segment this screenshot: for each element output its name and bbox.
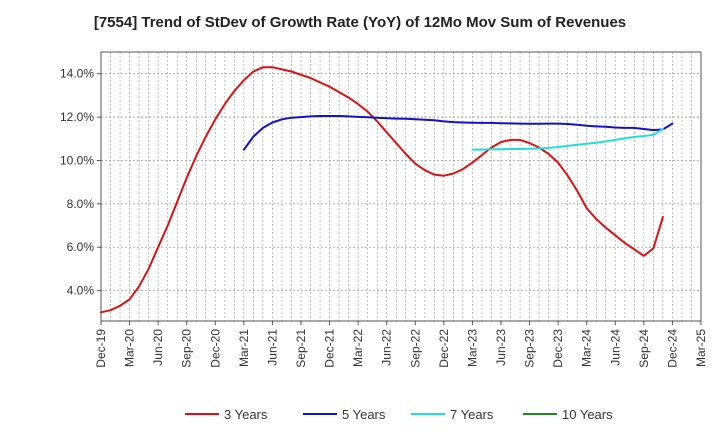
legend-label-7-years: 7 Years bbox=[450, 407, 494, 422]
x-tick-label: Jun-22 bbox=[380, 329, 394, 366]
x-tick-label: Dec-20 bbox=[208, 329, 222, 368]
chart-title: [7554] Trend of StDev of Growth Rate (Yo… bbox=[93, 14, 627, 31]
x-tick-label: Mar-22 bbox=[351, 329, 365, 367]
x-tick-label: Dec-23 bbox=[551, 329, 565, 368]
x-axis-ticks: Dec-19 Mar-20 Jun-20 Sep-20 Dec-20 Mar-21 Jun-… bbox=[94, 321, 708, 368]
legend-label-10-years: 10 Years bbox=[562, 407, 613, 422]
x-tick-label: Sep-20 bbox=[180, 329, 194, 368]
series-line-5-years bbox=[242, 115, 674, 151]
x-tick-label: Mar-21 bbox=[237, 329, 251, 367]
plot-frame bbox=[100, 51, 702, 322]
series-layer bbox=[100, 66, 674, 314]
x-tick-label: Dec-19 bbox=[94, 329, 108, 368]
x-tick-label: Sep-24 bbox=[637, 329, 651, 368]
series-line-3-years bbox=[100, 66, 664, 314]
x-tick-label: Mar-25 bbox=[694, 329, 708, 367]
y-tick-label: 14.0% bbox=[60, 67, 94, 81]
y-tick-label: 10.0% bbox=[60, 153, 94, 167]
y-tick-label: 8.0% bbox=[67, 197, 95, 211]
y-axis-ticks: 4.0% 6.0% 8.0% 10.0% 12.0% 14.0% bbox=[60, 67, 101, 298]
series-line-7-years bbox=[471, 128, 664, 151]
x-tick-label: Dec-24 bbox=[665, 329, 679, 368]
x-tick-label: Mar-24 bbox=[580, 329, 594, 367]
x-tick-label: Jun-20 bbox=[151, 329, 165, 366]
x-tick-label: Sep-22 bbox=[408, 329, 422, 368]
legend-label-5-years: 5 Years bbox=[342, 407, 386, 422]
x-tick-label: Jun-21 bbox=[265, 329, 279, 366]
x-tick-label: Sep-23 bbox=[523, 329, 537, 368]
x-tick-label: Mar-20 bbox=[123, 329, 137, 367]
grid-layer bbox=[101, 52, 701, 321]
y-tick-label: 12.0% bbox=[60, 110, 94, 124]
x-tick-label: Mar-23 bbox=[465, 329, 479, 367]
x-tick-label: Sep-21 bbox=[294, 329, 308, 368]
x-tick-label: Jun-24 bbox=[608, 329, 622, 366]
x-tick-label: Jun-23 bbox=[494, 329, 508, 366]
legend-label-3-years: 3 Years bbox=[224, 407, 268, 422]
legend: 3 Years 5 Years 7 Years 10 Years bbox=[185, 407, 613, 422]
x-tick-label: Dec-21 bbox=[323, 329, 337, 368]
x-tick-label: Dec-22 bbox=[437, 329, 451, 368]
y-tick-label: 6.0% bbox=[67, 240, 95, 254]
y-tick-label: 4.0% bbox=[67, 284, 95, 298]
